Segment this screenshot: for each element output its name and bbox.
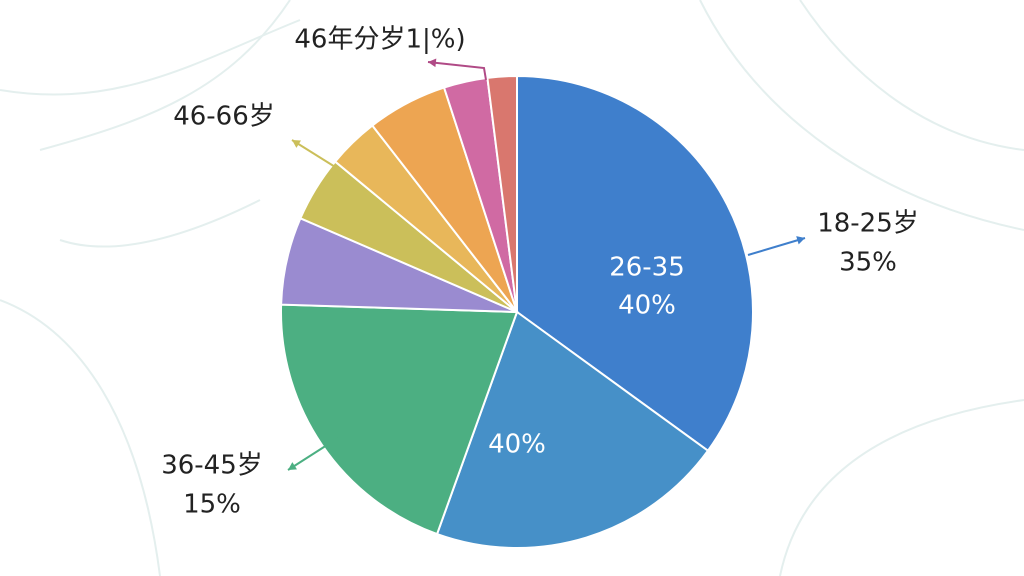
pie-slice (516, 74, 754, 453)
bg-line (59, 199, 261, 248)
arrow-head (288, 462, 297, 470)
pie-slice (435, 310, 710, 549)
annotation: 46年分岁1|%) (294, 25, 465, 55)
annotation: 36-45岁 (161, 451, 263, 481)
leader-line (427, 61, 487, 81)
annotation: 18-25岁 (817, 209, 919, 239)
annotation: 26-35 (609, 253, 685, 283)
bg-line (0, 299, 161, 576)
annotation: 40% (488, 430, 546, 460)
leader-line (747, 237, 806, 256)
pie-slice (486, 74, 518, 313)
leader-line (287, 437, 339, 471)
annotation: 46-66岁 (173, 102, 275, 132)
bg-line (779, 399, 1024, 576)
bg-line (39, 0, 291, 151)
annotation: 40% (618, 291, 676, 321)
bg-line (799, 0, 1024, 151)
arrow-head (428, 58, 437, 68)
bg-line (699, 0, 1024, 231)
annotation: 35% (839, 248, 897, 278)
annotation: 15% (183, 490, 241, 520)
arrow-head (292, 140, 301, 148)
arrow-head (796, 236, 805, 245)
pie-slice (280, 303, 519, 536)
leader-line (291, 139, 341, 171)
bg-line (0, 19, 301, 96)
